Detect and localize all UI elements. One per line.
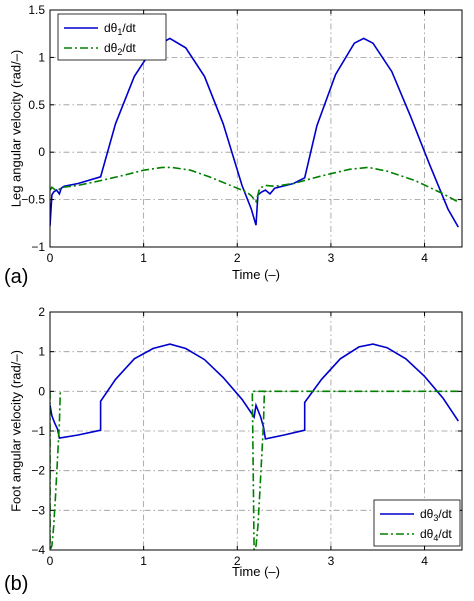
legend: dθ3/dt dθ4/dt [373,499,461,547]
tick-marks [49,311,462,551]
legend-box [373,499,461,547]
x-tick-label: 4 [421,554,428,568]
y-tick-labels: −1 −0.5 0 0.5 1 1.5 [21,3,45,254]
y-tick-label: 1 [38,50,45,64]
x-tick-label: 3 [328,554,335,568]
series-lines [50,343,459,550]
plot-frame [49,9,463,248]
y-tick-label: −0.5 [21,193,45,207]
chart-panel-b: 0 1 2 3 4 −4 −3 −2 −1 0 1 2 Time (–) Foot angular … [4,305,463,595]
tick-marks [49,9,462,248]
x-axis-label: Time (–) [232,564,280,579]
y-axis-label: Foot angular velocity (rad/–) [9,350,24,512]
y-tick-label: 1.5 [28,3,45,17]
panel-label: (b) [4,573,28,595]
y-tick-label: 0.5 [28,98,45,112]
panel-label: (a) [4,266,28,288]
y-tick-label: 2 [38,305,45,319]
x-tick-labels: 0 1 2 3 4 [47,554,429,568]
x-axis-label: Time (–) [232,267,280,282]
x-tick-labels: 0 1 2 3 4 [47,251,429,265]
x-tick-label: 2 [234,554,241,568]
y-tick-labels: −4 −3 −2 −1 0 1 2 [31,305,45,557]
y-tick-label: −3 [31,503,45,517]
x-tick-label: 1 [140,554,147,568]
series-line-2 [50,166,458,204]
series-lines [50,37,459,228]
legend-box [57,13,167,61]
x-tick-label: 2 [234,251,241,265]
legend-label: dθ1/dt [104,21,136,37]
series-line-2 [50,390,459,550]
legend-label: dθ2/dt [104,41,136,57]
series-line-1 [50,37,459,228]
chart-panel-a: 0 1 2 3 4 −1 −0.5 0 0.5 1 1.5 Time (–) Leg angula… [4,3,463,288]
y-tick-label: 0 [38,384,45,398]
x-tick-label: 1 [140,251,147,265]
legend: dθ1/dt dθ2/dt [57,13,167,61]
y-axis-label: Leg angular velocity (rad/–) [9,50,24,208]
legend-label: dθ4/dt [420,527,452,543]
y-tick-label: −4 [31,543,45,557]
y-tick-label: 1 [38,345,45,359]
y-tick-label: −2 [31,464,45,478]
legend-label: dθ3/dt [420,507,452,523]
series-line-1 [50,343,459,440]
x-tick-label: 4 [421,251,428,265]
y-tick-label: 0 [38,145,45,159]
x-tick-label: 0 [47,554,54,568]
x-tick-label: 0 [47,251,54,265]
y-tick-label: −1 [31,424,45,438]
x-tick-label: 3 [328,251,335,265]
y-tick-label: −1 [31,240,45,254]
